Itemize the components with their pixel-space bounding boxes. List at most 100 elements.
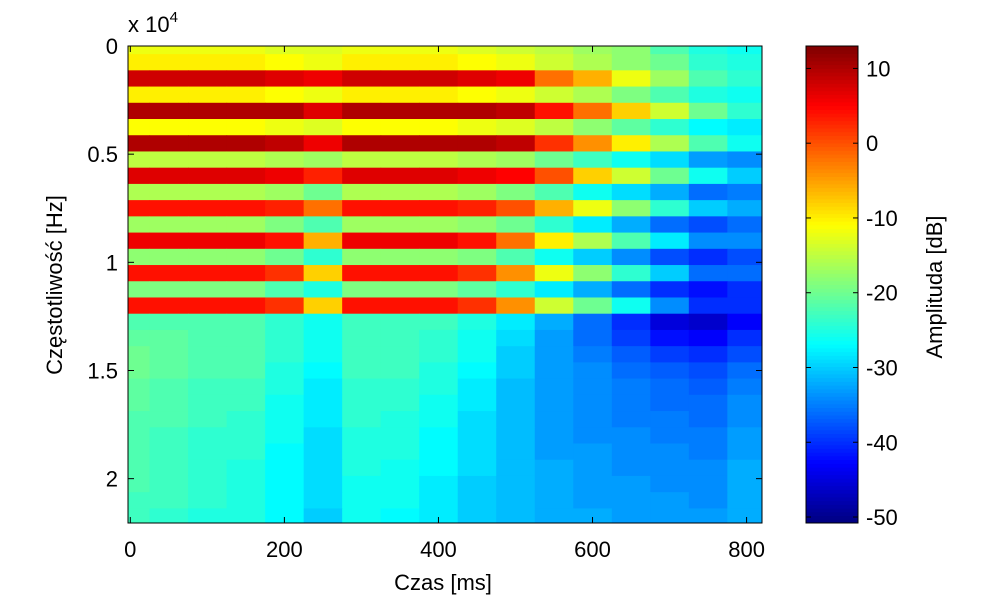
heatmap-cell [688, 183, 728, 201]
colorbar-swatch [806, 254, 858, 259]
heatmap-cell [611, 411, 651, 428]
heatmap-cell [419, 86, 459, 104]
heatmap-cell [149, 281, 189, 298]
heatmap-cell [265, 200, 305, 217]
heatmap-cell [727, 394, 762, 412]
colorbar-swatch [806, 455, 858, 461]
heatmap-cell [149, 508, 189, 523]
heatmap-cell [380, 46, 420, 55]
heatmap-cell [128, 248, 151, 266]
heatmap-cell [457, 265, 497, 282]
heatmap-cell [611, 297, 651, 315]
heatmap-cell [611, 475, 651, 493]
heatmap-cell [342, 70, 382, 88]
colorbar-swatch [806, 198, 858, 204]
colorbar-tick-label: -10 [866, 206, 898, 231]
heatmap-cell [457, 492, 497, 509]
heatmap-cell [265, 459, 305, 477]
heatmap-cell [534, 378, 574, 396]
colorbar-swatch [806, 426, 858, 431]
heatmap-cell [149, 86, 189, 104]
heatmap-cell [457, 216, 497, 234]
colorbar-swatch [806, 131, 858, 136]
heatmap-cell [573, 394, 613, 412]
heatmap-cell [149, 200, 189, 217]
colorbar-swatch [806, 280, 858, 285]
heatmap-cell [727, 265, 762, 282]
heatmap-cell [496, 427, 536, 444]
heatmap-cell [611, 46, 651, 55]
colorbar-swatch [806, 269, 858, 274]
heatmap-cell [303, 54, 343, 71]
x-tick-label: 400 [420, 537, 457, 562]
heatmap-cell [265, 346, 305, 363]
heatmap-cell [650, 297, 690, 315]
heatmap-cell [149, 119, 189, 136]
heatmap-cell [650, 394, 690, 412]
heatmap-cell [496, 362, 536, 380]
heatmap-cell [380, 86, 420, 104]
heatmap-cell [688, 443, 728, 461]
heatmap-cell [419, 313, 459, 331]
heatmap-cell [496, 102, 536, 120]
heatmap-cell [226, 46, 266, 55]
heatmap-cell [342, 151, 382, 169]
heatmap-cell [128, 54, 151, 71]
heatmap-cell [380, 362, 420, 380]
heatmap-cell [611, 200, 651, 217]
heatmap-cell [128, 362, 151, 380]
colorbar-swatch [806, 232, 858, 237]
colorbar-swatch [806, 347, 858, 353]
colorbar-swatch [806, 467, 858, 472]
colorbar-swatch [806, 325, 858, 330]
heatmap-cell [380, 70, 420, 88]
heatmap-cell [226, 135, 266, 152]
heatmap-cell [457, 427, 497, 444]
colorbar-swatch [806, 385, 858, 390]
colorbar-tick-label: -40 [866, 430, 898, 455]
heatmap-cell [688, 200, 728, 217]
heatmap-cell [303, 232, 343, 250]
heatmap-cell [688, 46, 728, 55]
heatmap-cell [727, 46, 762, 55]
heatmap-cell [650, 248, 690, 266]
heatmap-cell [573, 54, 613, 71]
heatmap-cell [419, 492, 459, 509]
heatmap-cell [534, 54, 574, 71]
heatmap-cell [342, 394, 382, 412]
x-tick-label: 0 [124, 537, 136, 562]
heatmap-cell [457, 346, 497, 363]
heatmap-cell [342, 135, 382, 152]
heatmap-cell [128, 443, 151, 461]
heatmap-cell [727, 411, 762, 428]
heatmap-cell [380, 200, 420, 217]
heatmap-cell [128, 411, 151, 428]
heatmap-cell [457, 475, 497, 493]
heatmap-cell [303, 135, 343, 152]
heatmap-cell [496, 394, 536, 412]
heatmap-cell [496, 508, 536, 523]
heatmap-cell [611, 135, 651, 152]
colorbar-swatch [806, 310, 858, 315]
colorbar-swatch [806, 288, 858, 293]
heatmap-cell [534, 102, 574, 120]
heatmap-cell [727, 135, 762, 152]
heatmap-cell [534, 475, 574, 493]
x-tick-label: 600 [574, 537, 611, 562]
heatmap-cell [342, 232, 382, 250]
heatmap-cell [419, 183, 459, 201]
plot-frame [127, 45, 763, 524]
heatmap-cell [573, 119, 613, 136]
heatmap-cell [419, 167, 459, 185]
heatmap-cell [188, 427, 228, 444]
heatmap-cell [188, 167, 228, 185]
heatmap-cell [149, 378, 189, 396]
heatmap-cell [727, 232, 762, 250]
heatmap-cell [188, 411, 228, 428]
heatmap-cell [727, 167, 762, 185]
heatmap-cell [342, 119, 382, 136]
heatmap-cell [650, 508, 690, 523]
heatmap-cell [342, 459, 382, 477]
heatmap-cell [419, 70, 459, 88]
